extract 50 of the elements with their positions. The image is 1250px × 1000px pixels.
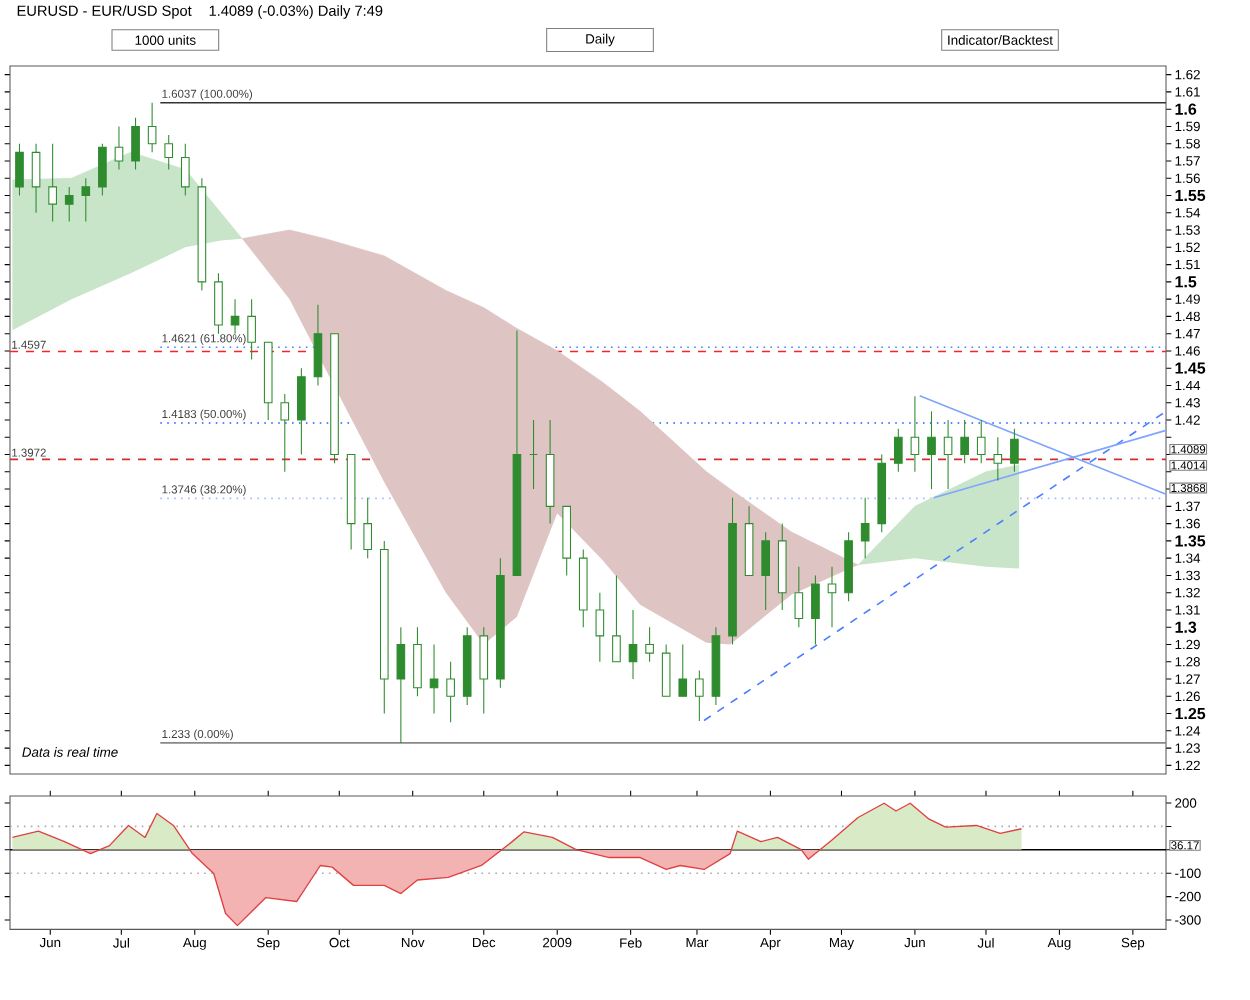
candlestick [48,143,57,222]
candlestick [131,117,140,171]
candlestick [446,661,455,723]
candlestick [612,574,621,663]
candlestick [15,143,24,197]
y-tick-label: 1.55 [1175,189,1206,202]
candlestick [794,566,804,628]
candlestick [429,643,439,715]
candlestick [595,592,605,663]
y-tick-label: 1.6 [1175,103,1197,115]
candlestick [64,186,74,222]
candlestick [811,574,820,646]
candlestick [363,497,373,559]
y-tick-label: 1.5 [1175,276,1197,288]
candlestick [396,626,406,744]
candlestick [1010,428,1019,473]
candlestick [628,609,638,680]
candlestick [247,298,256,361]
candlestick [943,419,953,490]
candlestick [31,143,41,214]
candlestick [827,566,837,628]
candlestick [114,125,124,171]
candlestick [860,497,870,559]
candlestick [761,531,771,611]
candlestick [164,134,174,171]
candlestick [645,626,654,663]
y-tick-label: 1.25 [1175,707,1206,720]
candlestick [180,143,190,197]
candlestick [413,626,422,697]
candlestick [214,272,223,335]
candlestick [661,643,671,697]
candlestick [81,177,91,222]
candlestick [230,298,240,335]
candlestick [98,143,107,197]
candlestick [927,410,936,490]
candlestick [976,419,986,464]
candlestick [147,102,157,153]
candlestick [960,419,969,464]
candlestick [894,428,903,473]
candlestick [297,367,306,456]
y-tick-label: 1.3 [1175,621,1197,633]
candlestick [993,436,1003,481]
candlestick [695,669,704,722]
candlestick [280,393,290,473]
candlestick [678,643,688,697]
candlestick [910,395,920,473]
candlestick [479,626,489,715]
y-tick-label: 1.35 [1175,535,1206,547]
candlestick [313,304,323,387]
y-tick-label: 1.45 [1175,362,1206,374]
